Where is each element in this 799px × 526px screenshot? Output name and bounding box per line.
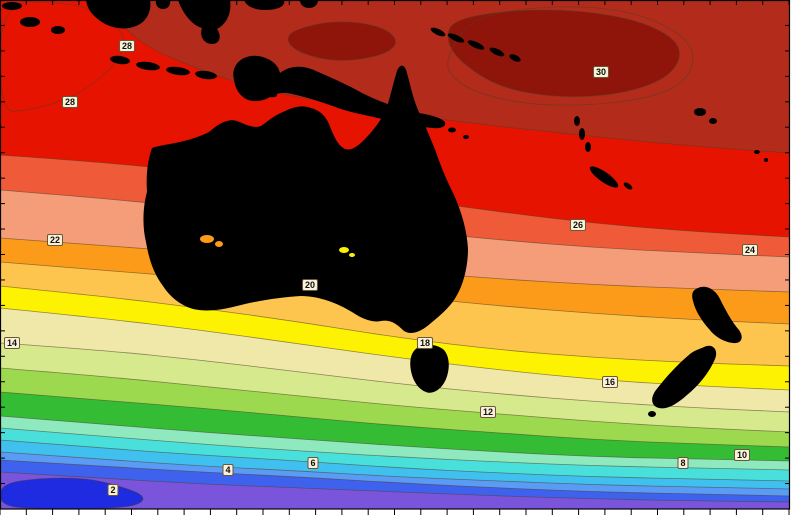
landmass-new-guinea	[233, 55, 446, 129]
landmass-nz-south-island	[652, 345, 717, 409]
island-solomon-1	[430, 27, 446, 37]
island-vanuatu-2	[579, 128, 585, 140]
island-ng-tail-1	[448, 127, 456, 133]
island-timor	[246, 82, 278, 98]
map-frame	[0, 0, 791, 510]
island-vanuatu-3	[585, 142, 591, 152]
landmass-tasmania	[410, 344, 449, 393]
island-loyalty	[623, 182, 633, 190]
island-sunda-4	[195, 70, 217, 80]
island-vanuatu-1	[574, 116, 580, 126]
island-top-edge-3	[300, 0, 318, 8]
island-fiji-1	[694, 108, 706, 116]
island-sunda-1	[110, 55, 130, 65]
lake-inland-1	[339, 247, 349, 253]
landmass-sulawesi	[178, 0, 231, 44]
landmasses	[2, 0, 768, 417]
island-tonga-2	[764, 158, 768, 162]
island-tl-2	[51, 26, 65, 34]
island-ng-tail-2	[463, 135, 469, 139]
island-reef-dot	[210, 148, 216, 152]
landmass-nz-north-island	[692, 286, 742, 344]
lake-torrens	[215, 241, 223, 247]
island-sunda-3	[166, 66, 190, 76]
island-solomon-2	[447, 33, 465, 43]
landmass-australia	[143, 65, 468, 334]
island-sunda-2	[136, 61, 160, 71]
landmass-borneo	[86, 0, 151, 29]
island-top-edge-2	[244, 0, 285, 10]
island-solomon-5	[509, 54, 521, 62]
island-solomon-4	[489, 47, 505, 57]
island-solomon-3	[467, 40, 485, 50]
island-fiji-2	[709, 118, 717, 124]
island-top-edge-1	[155, 0, 171, 9]
island-stewart	[648, 411, 656, 417]
island-java-fragment	[2, 2, 22, 10]
island-new-caledonia	[589, 166, 619, 188]
lake-eyre	[200, 235, 214, 243]
island-tl-1	[20, 17, 40, 27]
island-tonga-1	[754, 150, 760, 154]
lake-inland-2	[349, 253, 355, 257]
